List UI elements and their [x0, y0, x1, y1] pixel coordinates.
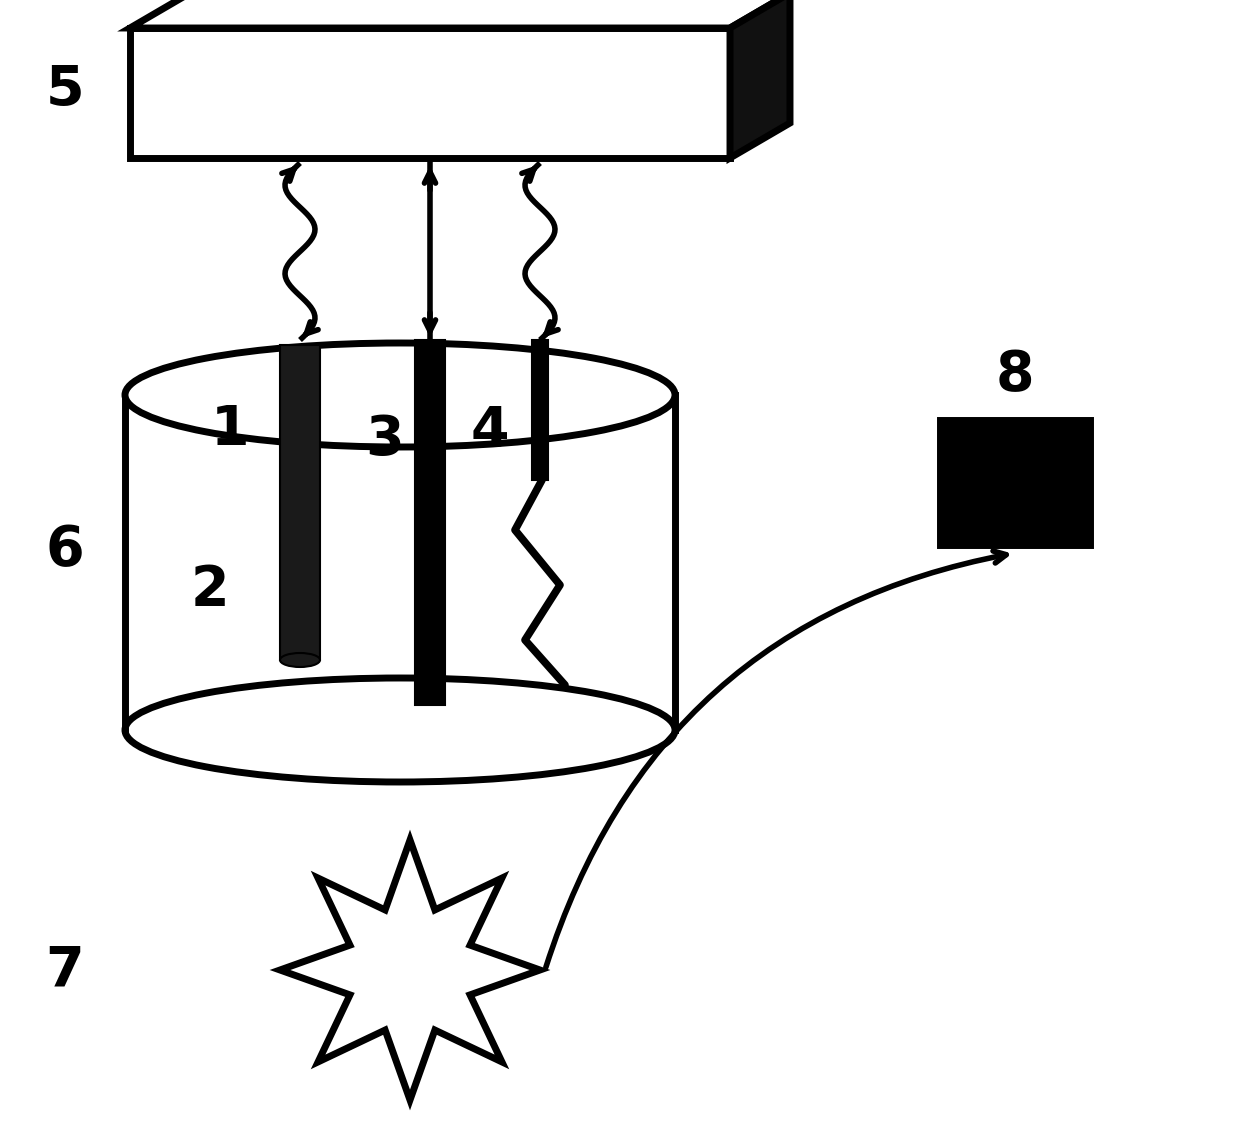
Ellipse shape	[125, 678, 675, 782]
Text: 2: 2	[191, 563, 229, 616]
Text: 1: 1	[211, 403, 249, 457]
Polygon shape	[940, 420, 1090, 545]
Text: 5: 5	[46, 63, 84, 117]
Text: 3: 3	[366, 413, 404, 467]
Polygon shape	[130, 0, 790, 28]
Text: 7: 7	[46, 943, 84, 996]
Polygon shape	[730, 0, 790, 158]
Polygon shape	[415, 340, 445, 705]
Ellipse shape	[280, 653, 320, 667]
Text: 6: 6	[46, 523, 84, 577]
Polygon shape	[280, 346, 320, 660]
Polygon shape	[130, 28, 730, 158]
Text: 4: 4	[471, 403, 510, 457]
Ellipse shape	[125, 343, 675, 447]
Polygon shape	[532, 340, 548, 480]
Text: 8: 8	[996, 348, 1034, 402]
